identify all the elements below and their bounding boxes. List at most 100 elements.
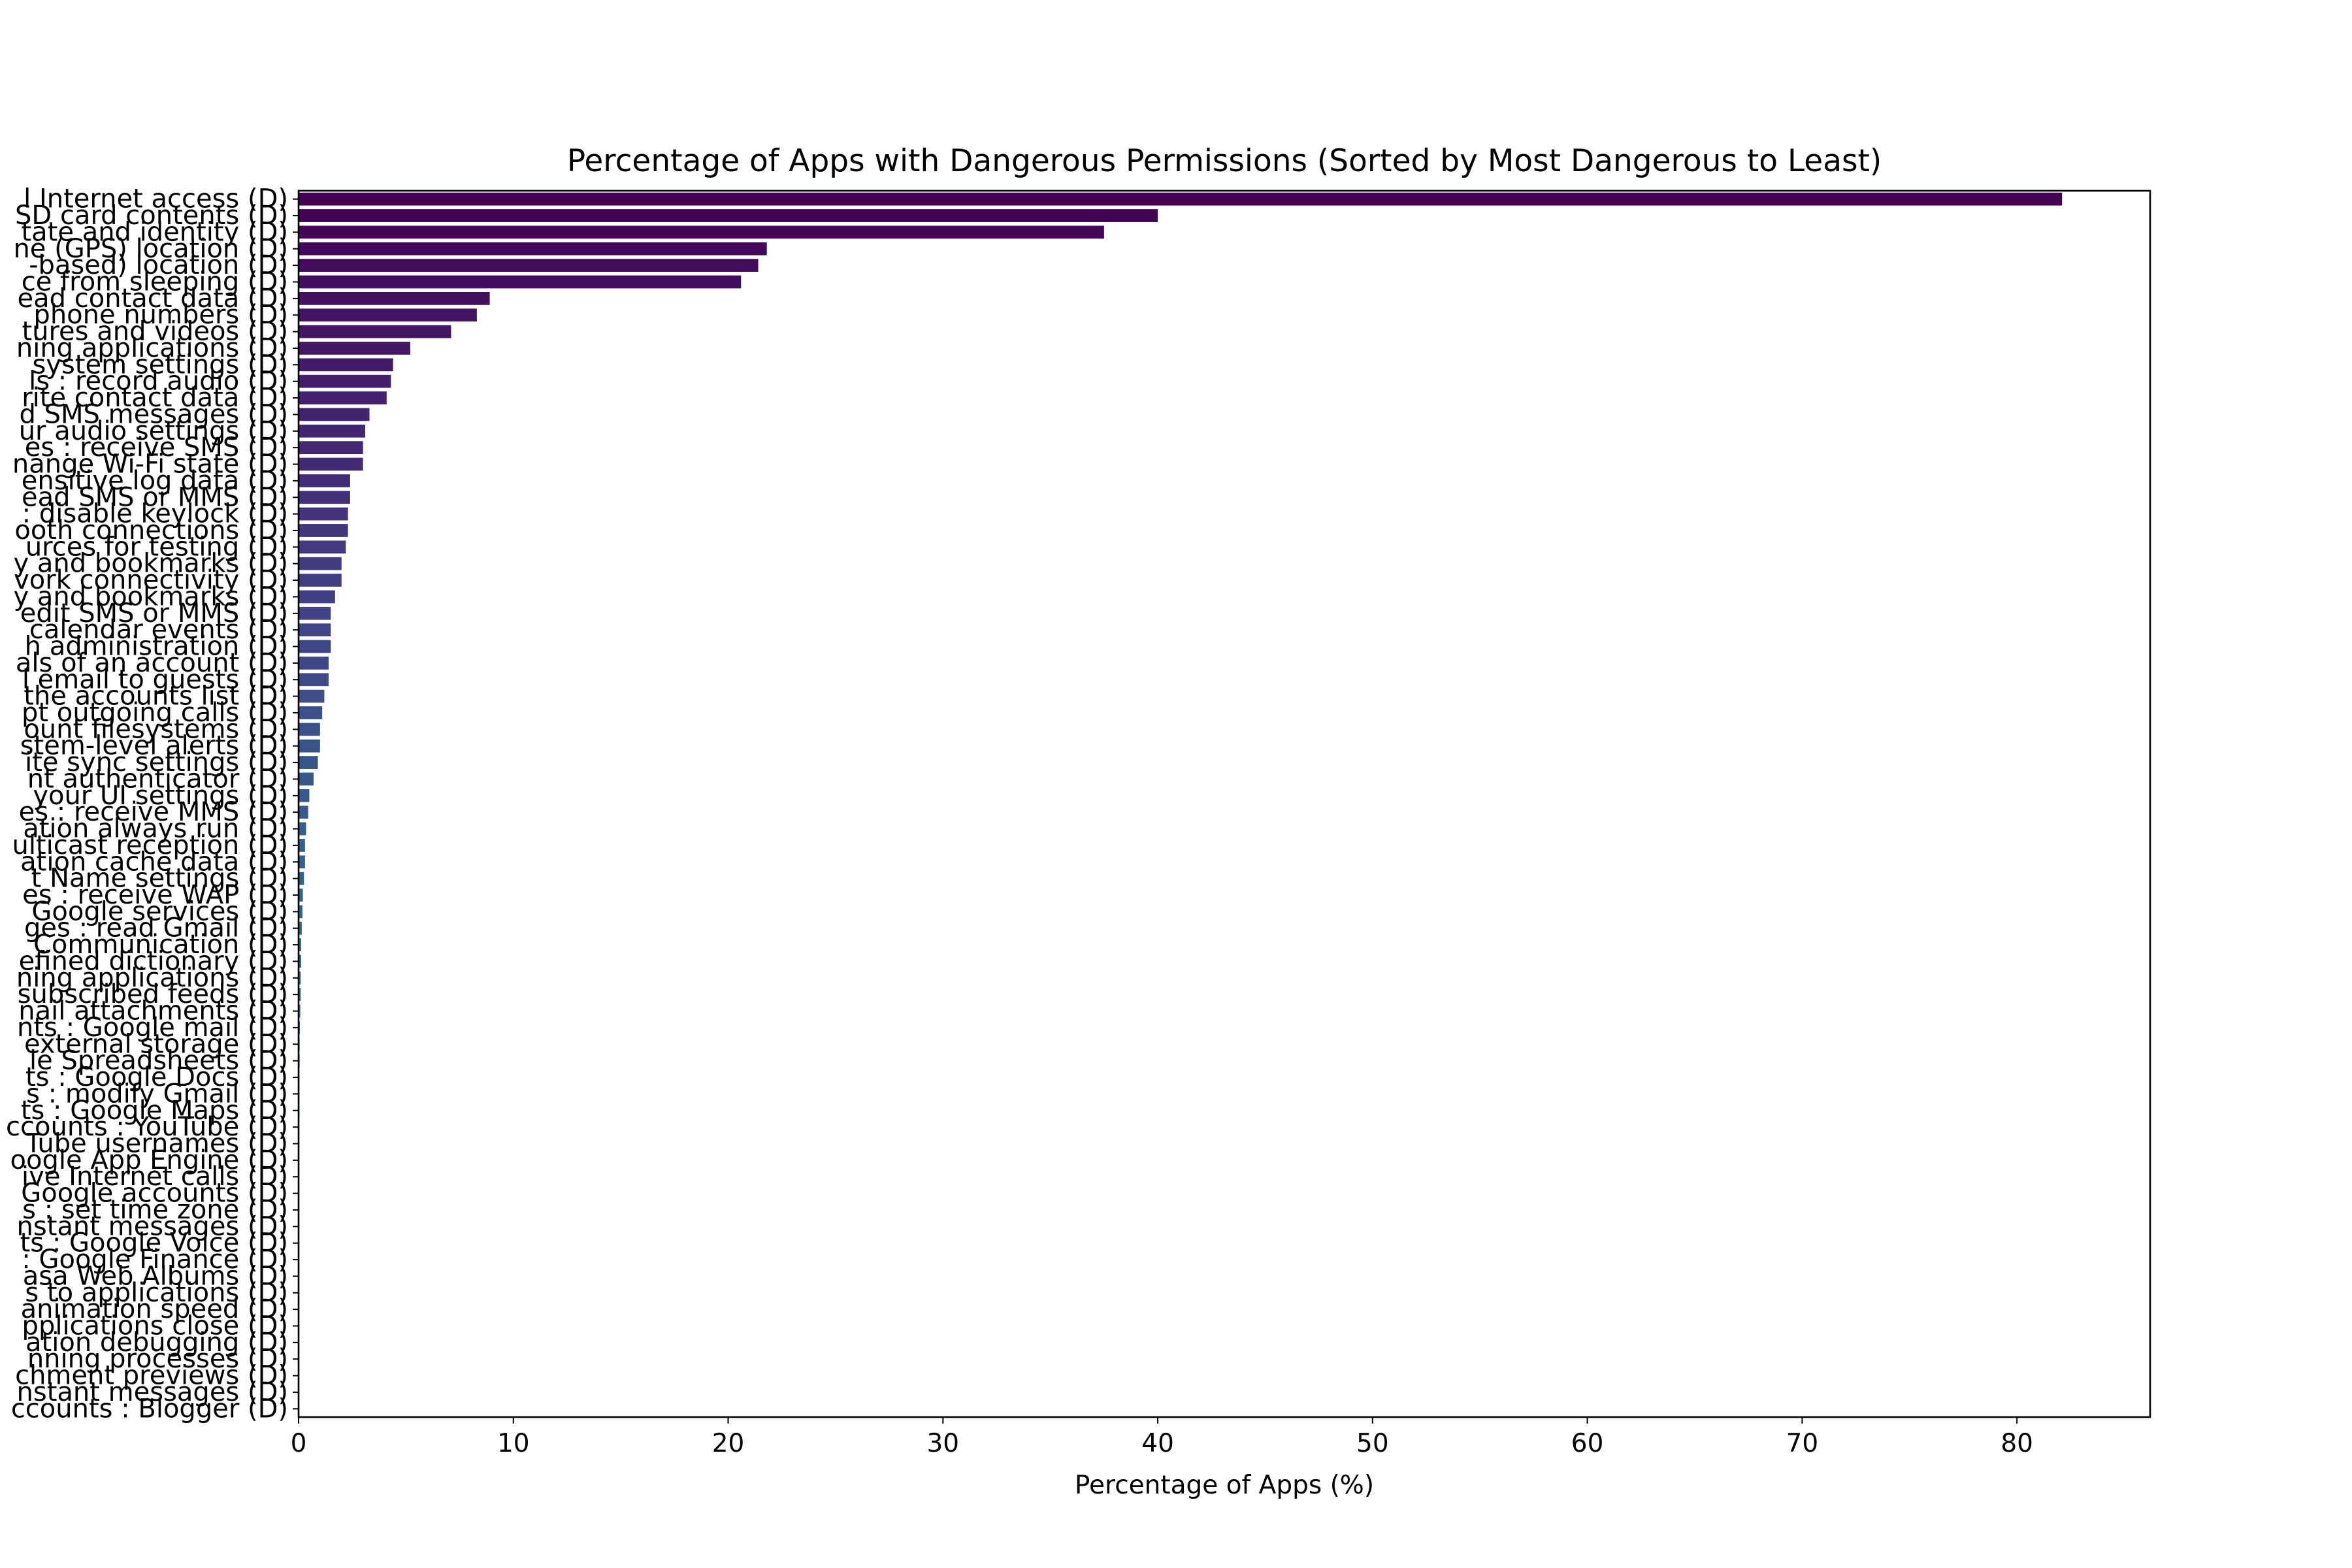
bar <box>299 623 331 637</box>
y-tick-label: nts : Google mail (D) <box>17 1013 288 1043</box>
y-tick-label: nning processes (D) <box>27 1344 288 1374</box>
y-tick-label: t Name settings (D) <box>31 864 288 894</box>
bar <box>299 192 2063 206</box>
y-tick-label: als of an account (D) <box>16 648 288 678</box>
bar <box>299 391 387 404</box>
y-tick-label: rite contact data (D) <box>22 383 288 413</box>
y-tick-label: le Spreadsheets (D) <box>29 1046 288 1076</box>
bar <box>299 673 329 687</box>
y-tick-label: subscribed feeds (D) <box>18 979 288 1009</box>
y-tick-label: pplications close (D) <box>22 1311 288 1341</box>
bar <box>299 358 393 372</box>
bar <box>299 209 1158 222</box>
y-tick-labels: l Internet access (D)SD card contents (D… <box>6 184 299 1424</box>
y-tick-label: oogle App Engine (D) <box>10 1145 288 1175</box>
bar <box>299 540 346 554</box>
y-tick-label: Communication (D) <box>33 930 288 960</box>
bar <box>299 657 329 670</box>
y-tick-label: your UI settings (D) <box>33 781 288 811</box>
y-tick-label: ne (GPS) location (D) <box>13 234 288 264</box>
x-tick-label: 50 <box>1356 1429 1389 1458</box>
y-tick-label: ts : Google Maps (D) <box>21 1096 288 1126</box>
bar <box>299 374 391 388</box>
y-tick-label: ensitive log data (D) <box>22 466 288 496</box>
bar <box>299 855 305 869</box>
y-tick-label: y and bookmarks (D) <box>13 549 288 579</box>
bar <box>299 557 342 570</box>
y-tick-label: ccounts : Blogger (D) <box>11 1394 288 1424</box>
bar <box>299 723 320 736</box>
bar <box>299 789 310 802</box>
bar <box>299 259 759 272</box>
bar <box>299 574 342 587</box>
bar <box>299 839 305 852</box>
bar <box>299 408 370 421</box>
y-tick-label: pt outgoing calls (D) <box>22 698 288 728</box>
y-tick-label: -based) location (D) <box>29 250 288 280</box>
bar <box>299 606 331 620</box>
bar <box>299 457 363 471</box>
y-tick-label: ead SMS or MMS (D) <box>22 482 288 512</box>
y-tick-label: y and bookmarks (D) <box>13 581 288 612</box>
x-tick-label: 40 <box>1141 1429 1174 1458</box>
y-tick-label: ning applications (D) <box>16 333 288 363</box>
y-tick-label: ges : read Gmail (D) <box>24 913 288 943</box>
x-axis-label: Percentage of Apps (%) <box>1075 1471 1374 1500</box>
x-tick-label: 30 <box>926 1429 959 1458</box>
y-tick-label: ead contact data (D) <box>18 284 288 314</box>
y-tick-label: s : set time zone (D) <box>22 1195 288 1225</box>
y-tick-label: asa Web Albums (D) <box>23 1261 288 1291</box>
y-tick-label: ning applications (D) <box>16 963 288 993</box>
bar <box>299 806 308 819</box>
x-tick-label: 80 <box>2001 1429 2033 1458</box>
y-tick-label: ite sync settings (D) <box>25 747 288 777</box>
y-tick-label: Google services (D) <box>31 896 288 926</box>
y-tick-label: ive Internet calls (D) <box>22 1162 288 1192</box>
x-tick-label: 0 <box>291 1429 307 1458</box>
bar <box>299 507 348 521</box>
y-tick-label: system settings (D) <box>32 350 288 380</box>
bars-group <box>299 192 2063 1416</box>
bar <box>299 590 335 604</box>
bar <box>299 772 314 786</box>
bar <box>299 988 301 1002</box>
y-tick-label: es : receive WAP (D) <box>22 880 288 910</box>
bar <box>299 955 301 968</box>
y-tick-label: ts : Google Voice (D) <box>20 1228 288 1258</box>
bar <box>299 640 331 653</box>
y-tick-label: ls : record audio (D) <box>29 367 288 397</box>
bar <box>299 342 410 355</box>
y-tick-label: ulticast reception (D) <box>12 830 288 860</box>
x-tick-label: 60 <box>1571 1429 1604 1458</box>
y-tick-label: urces for testing (D) <box>25 532 288 562</box>
y-tick-label: s : modify Gmail (D) <box>26 1079 288 1109</box>
bar <box>299 905 302 919</box>
bar <box>299 242 767 255</box>
y-tick-label: animation speed (D) <box>21 1294 288 1324</box>
y-tick-label: l email to guests (D) <box>22 664 288 694</box>
y-tick-label: s to applications (D) <box>25 1278 288 1308</box>
y-tick-label: ation always run (D) <box>23 814 288 844</box>
y-tick-label: chment previews (D) <box>15 1361 288 1391</box>
bar <box>299 706 323 719</box>
y-tick-label: es : receive SMS (D) <box>25 433 288 463</box>
bar <box>299 689 325 703</box>
bar <box>299 524 348 537</box>
bar <box>299 325 451 338</box>
y-tick-label: vork connectivity (D) <box>14 565 288 595</box>
chart-title: Percentage of Apps with Dangerous Permis… <box>567 143 1882 179</box>
bar <box>299 291 490 305</box>
bar <box>299 889 303 902</box>
bar <box>299 938 301 951</box>
y-tick-label: nt authenticator (D) <box>27 764 288 794</box>
y-tick-label: ce from sleeping (D) <box>22 267 288 297</box>
bar <box>299 921 302 935</box>
y-tick-label: phone numbers (D) <box>33 300 288 330</box>
y-tick-label: SD card contents (D) <box>15 201 288 231</box>
x-tick-label: 70 <box>1786 1429 1819 1458</box>
bar <box>299 971 301 985</box>
y-tick-label: l Internet access (D) <box>24 184 288 214</box>
bar <box>299 1004 301 1018</box>
y-tick-label: ount filesystems (D) <box>24 714 288 744</box>
